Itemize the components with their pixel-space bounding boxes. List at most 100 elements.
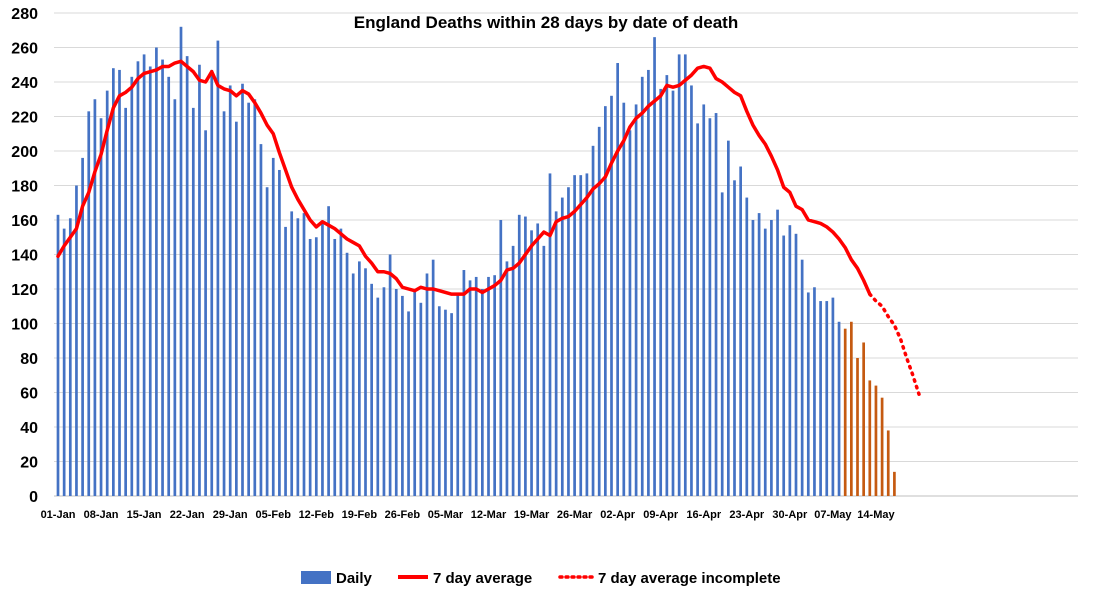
daily-bar — [161, 59, 164, 496]
daily-bar — [75, 185, 78, 496]
y-tick-label: 180 — [11, 179, 38, 196]
daily-bar — [173, 99, 177, 496]
daily-bar — [314, 237, 318, 496]
x-tick-label: 23-Apr — [729, 509, 765, 521]
chart-title: England Deaths within 28 days by date of… — [354, 13, 738, 32]
daily-bar — [198, 64, 201, 496]
x-tick-label: 02-Apr — [600, 509, 636, 521]
daily-bar — [321, 221, 324, 497]
daily-bar — [554, 211, 558, 497]
y-tick-label: 280 — [11, 6, 38, 23]
daily-bar — [167, 76, 171, 496]
daily-bar — [413, 290, 417, 496]
daily-bar — [524, 216, 527, 497]
daily-bar — [333, 238, 337, 497]
daily-bar — [530, 230, 533, 496]
daily-bar — [745, 197, 749, 496]
daily-bar — [339, 228, 343, 497]
legend-label-average: 7 day average — [433, 570, 532, 587]
daily-bar — [616, 63, 619, 497]
x-tick-label: 15-Jan — [127, 509, 162, 521]
seven-day-average-incomplete-line — [868, 292, 921, 396]
x-tick-label: 29-Jan — [213, 509, 248, 521]
daily-bar — [591, 145, 595, 496]
daily-bar — [382, 287, 386, 496]
daily-bar — [622, 102, 626, 496]
daily-bar — [548, 173, 552, 496]
y-tick-label: 200 — [11, 144, 38, 161]
daily-bar — [68, 218, 72, 496]
daily-bar — [308, 238, 312, 497]
daily-bar — [105, 90, 109, 497]
daily-bar — [444, 309, 447, 496]
daily-bar — [567, 187, 570, 497]
daily-bar — [358, 261, 361, 496]
y-tick-label: 120 — [11, 282, 38, 299]
daily-bar — [499, 220, 503, 496]
legend: Daily 7 day average 7 day average incomp… — [301, 570, 781, 587]
daily-bar — [401, 295, 404, 496]
daily-bar-incomplete — [862, 342, 865, 496]
y-tick-label: 20 — [20, 455, 38, 472]
x-tick-label: 26-Mar — [557, 509, 593, 521]
daily-bar — [87, 111, 91, 496]
daily-bar — [493, 275, 496, 496]
daily-bar-incomplete — [874, 385, 878, 496]
daily-bar — [776, 209, 779, 496]
x-tick-label: 19-Mar — [514, 509, 550, 521]
daily-bar — [560, 197, 564, 496]
x-tick-label: 05-Mar — [428, 509, 464, 521]
daily-bar — [456, 294, 460, 496]
average-lines — [56, 59, 921, 396]
daily-bar-incomplete — [850, 321, 853, 496]
x-tick-label: 30-Apr — [772, 509, 808, 521]
daily-bar — [505, 261, 509, 496]
daily-bar — [450, 313, 453, 496]
daily-bar — [542, 245, 546, 496]
daily-bar — [56, 214, 60, 496]
daily-bar — [222, 111, 226, 496]
y-tick-label: 60 — [20, 386, 38, 403]
daily-bar — [487, 276, 490, 496]
daily-bar — [290, 211, 294, 497]
daily-bar — [296, 218, 300, 496]
x-tick-label: 14-May — [857, 509, 895, 521]
daily-bar — [130, 76, 134, 496]
daily-bar — [585, 173, 589, 496]
y-tick-label: 0 — [29, 489, 38, 506]
x-tick-label: 12-Mar — [471, 509, 507, 521]
daily-bar — [708, 118, 712, 496]
daily-bar — [806, 292, 810, 496]
daily-bar — [210, 69, 214, 497]
daily-bar-incomplete — [893, 471, 896, 496]
daily-bar — [425, 273, 429, 496]
daily-bar — [739, 166, 742, 496]
y-tick-label: 140 — [11, 248, 38, 265]
daily-bar — [124, 107, 127, 497]
x-tick-label: 19-Feb — [342, 509, 378, 521]
daily-bar — [653, 37, 656, 497]
daily-bar — [610, 95, 613, 497]
daily-bar — [155, 47, 158, 496]
x-tick-label: 05-Feb — [256, 509, 292, 521]
daily-bar — [782, 235, 786, 496]
daily-bar — [813, 287, 816, 496]
daily-bar-incomplete — [886, 430, 890, 496]
daily-bar — [640, 76, 644, 496]
y-tick-label: 160 — [11, 213, 38, 230]
daily-bar — [831, 297, 835, 497]
daily-bar — [733, 180, 736, 496]
daily-bar — [118, 69, 121, 497]
daily-bar — [241, 83, 244, 496]
daily-bar — [394, 289, 398, 496]
daily-bar — [481, 289, 484, 496]
daily-bar — [370, 283, 373, 496]
daily-bars — [56, 26, 896, 497]
daily-bar — [185, 56, 189, 497]
daily-bar — [235, 121, 238, 497]
daily-bar — [659, 88, 663, 497]
daily-bar — [727, 140, 730, 496]
x-tick-label: 07-May — [814, 509, 852, 521]
daily-bar — [437, 306, 441, 496]
